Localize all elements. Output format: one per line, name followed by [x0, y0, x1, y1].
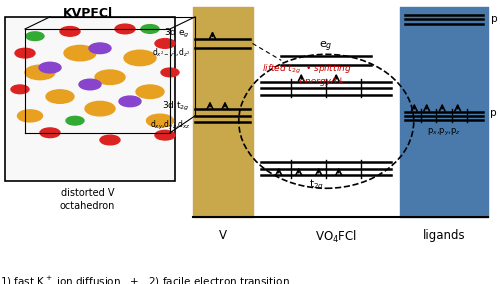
Circle shape	[79, 79, 101, 90]
Text: 3d t$_{2g}$: 3d t$_{2g}$	[162, 100, 190, 113]
Circle shape	[155, 39, 175, 48]
Circle shape	[161, 68, 179, 77]
Circle shape	[141, 25, 159, 33]
Text: 3d e$_g$: 3d e$_g$	[164, 27, 190, 40]
Text: p π: p π	[490, 108, 500, 118]
Circle shape	[18, 110, 42, 122]
Circle shape	[64, 45, 96, 61]
Circle shape	[100, 135, 120, 145]
Circle shape	[60, 27, 80, 36]
Circle shape	[85, 101, 115, 116]
Circle shape	[146, 114, 174, 127]
Circle shape	[11, 85, 29, 94]
Text: e$_g$: e$_g$	[320, 40, 333, 54]
FancyBboxPatch shape	[5, 17, 175, 181]
Text: p$_x$,p$_y$,p$_z$: p$_x$,p$_y$,p$_z$	[426, 127, 461, 138]
Text: p π$^*$: p π$^*$	[490, 11, 500, 27]
Circle shape	[66, 116, 84, 125]
Text: d$_{xy}$,d$_{yz}$,d$_{xz}$: d$_{xy}$,d$_{yz}$,d$_{xz}$	[150, 119, 190, 132]
Circle shape	[89, 43, 111, 54]
Circle shape	[26, 32, 44, 41]
Text: 1) fast K$^+$ ion diffusion   +   2) facile electron transition: 1) fast K$^+$ ion diffusion + 2) facile …	[0, 275, 290, 284]
Text: d$_{x^2-y^2}$,d$_{z^2}$: d$_{x^2-y^2}$,d$_{z^2}$	[152, 47, 190, 60]
Text: ligands: ligands	[422, 229, 465, 242]
Circle shape	[25, 65, 55, 80]
Text: VO$_4$FCl: VO$_4$FCl	[315, 229, 358, 245]
Circle shape	[115, 24, 135, 34]
Text: t$_{2g}$: t$_{2g}$	[308, 178, 324, 192]
Circle shape	[136, 85, 164, 99]
Circle shape	[119, 96, 141, 107]
Circle shape	[95, 70, 125, 84]
Circle shape	[40, 128, 60, 137]
Circle shape	[15, 48, 35, 58]
Circle shape	[155, 130, 175, 140]
Text: lifted t$_{2g}$  • splitting
             energyΔ↓: lifted t$_{2g}$ • splitting energyΔ↓	[262, 63, 352, 86]
Circle shape	[46, 90, 74, 103]
Text: KVPFCl: KVPFCl	[62, 7, 112, 20]
Circle shape	[39, 62, 61, 73]
Circle shape	[124, 50, 156, 66]
Text: distorted V
octahedron: distorted V octahedron	[60, 188, 115, 212]
Text: V: V	[218, 229, 226, 242]
